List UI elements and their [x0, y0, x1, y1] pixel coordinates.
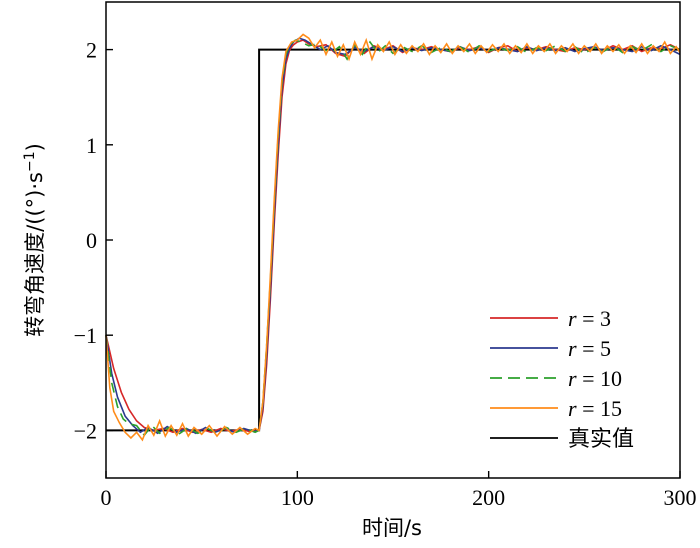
x-axis-title: 时间/s [362, 516, 422, 540]
legend-label-4: 真实值 [568, 426, 634, 451]
legend: r = 3 r = 5 r = 10 r = 15 真实值 [490, 306, 634, 451]
y-axis-title: 转弯角速度/((°)·s−1) [22, 143, 47, 337]
y-tick-label: −1 [74, 323, 97, 348]
axes: 0 100 200 300 −2 −1 0 1 2 [74, 1, 697, 510]
legend-label-2: r = 10 [568, 366, 622, 391]
x-tick-label: 0 [101, 485, 112, 510]
legend-label-0: r = 3 [568, 306, 611, 331]
x-tick-label: 100 [281, 485, 314, 510]
y-tick-label: 0 [86, 228, 97, 253]
legend-label-1: r = 5 [568, 336, 611, 361]
plot-area [105, 33, 681, 442]
series-line-1 [105, 37, 681, 435]
y-tick-label: 2 [86, 38, 97, 63]
y-tick-label: 1 [86, 133, 97, 158]
legend-label-3: r = 15 [568, 396, 622, 421]
y-tick-label: −2 [74, 418, 97, 443]
x-tick-label: 200 [472, 485, 505, 510]
x-tick-label: 300 [664, 485, 697, 510]
series-line-3 [105, 33, 681, 442]
